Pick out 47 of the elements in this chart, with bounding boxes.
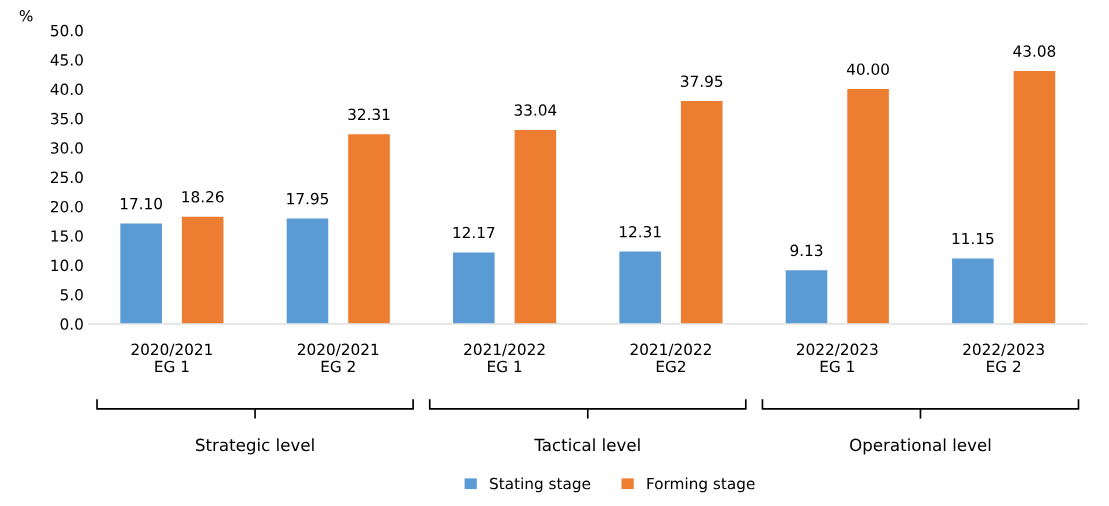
bar — [847, 89, 889, 324]
data-label: 9.13 — [790, 244, 823, 257]
y-tick-label: 15.0 — [51, 230, 83, 242]
y-tick-label: 10.0 — [51, 259, 83, 272]
bar — [181, 216, 224, 324]
bar — [120, 223, 162, 324]
x-tick-label: 2020/2021 EG 1 — [131, 343, 212, 373]
bar — [453, 252, 495, 324]
data-label: 17.95 — [287, 192, 328, 205]
bar — [514, 129, 557, 324]
text: Strategic level — [196, 438, 314, 455]
x-tick-label: 2021/2022 EG2 — [630, 343, 711, 373]
bar — [785, 270, 828, 324]
x-tick-label: 2020/2021 EG 2 — [297, 343, 379, 373]
y-tick-label: 30.0 — [51, 142, 83, 154]
data-label: 40.00 — [846, 63, 889, 75]
y-tick-label: 0.0 — [60, 318, 83, 330]
y-tick-label: 20.0 — [50, 200, 83, 213]
x-tick-label: 2022/2023 EG 1 — [796, 343, 878, 373]
bar — [680, 101, 723, 324]
x-tick-label: 2021/2022 EG 1 — [464, 343, 545, 373]
x-tick-label: 2022/2023 EG 2 — [963, 343, 1044, 373]
legend-label: Stating stage — [490, 477, 591, 493]
bar — [286, 218, 329, 324]
bar — [619, 251, 661, 324]
y-tick-label: 50.0 — [51, 24, 83, 37]
data-label: 43.08 — [1013, 45, 1056, 57]
data-label: 37.95 — [681, 75, 723, 88]
y-tick-label: 35.0 — [51, 112, 83, 125]
text: Tactical level — [534, 438, 640, 452]
y-tick-label: 45.0 — [50, 54, 83, 66]
bar — [952, 258, 994, 324]
y-tick-label: 40.0 — [50, 83, 83, 96]
data-label: 18.26 — [182, 191, 224, 203]
data-label: 32.31 — [348, 108, 390, 121]
y-tick-label: 5.0 — [60, 288, 83, 301]
data-label: 12.31 — [619, 225, 661, 238]
y-axis-title: % — [19, 9, 33, 22]
text: Operational level — [850, 438, 991, 455]
data-label: 12.17 — [453, 226, 495, 239]
bar — [348, 134, 390, 324]
data-label: 33.04 — [514, 104, 557, 116]
data-label: 17.10 — [120, 197, 162, 210]
y-tick-label: 25.0 — [50, 171, 83, 184]
data-label: 11.15 — [952, 232, 994, 245]
bar — [1013, 70, 1056, 324]
legend-label: Forming stage — [647, 477, 755, 493]
